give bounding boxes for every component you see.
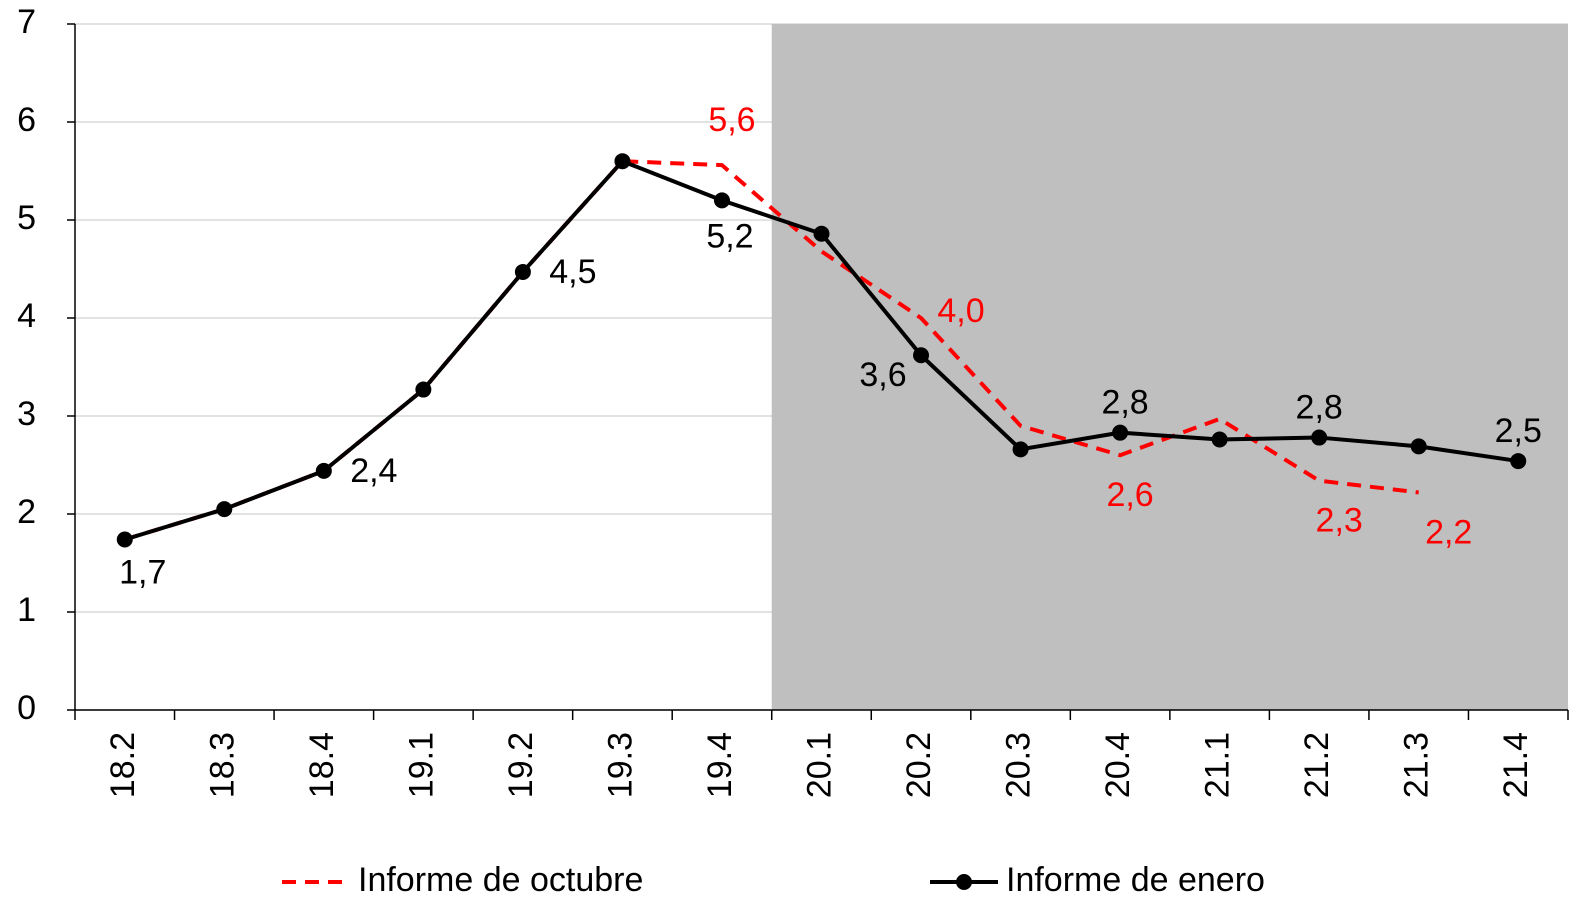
marker <box>1211 431 1228 448</box>
x-tick-label: 20.2 <box>900 732 938 798</box>
data-label: 2,8 <box>1296 389 1343 427</box>
x-tick-label: 18.3 <box>203 732 241 798</box>
x-tick-label: 19.2 <box>502 732 540 798</box>
marker <box>216 501 233 518</box>
y-tick-label: 3 <box>17 395 36 433</box>
marker <box>813 225 830 242</box>
data-label: 5,2 <box>706 217 753 255</box>
data-label: 2,2 <box>1425 513 1472 551</box>
marker <box>1510 453 1527 470</box>
data-label: 4,5 <box>549 253 596 291</box>
data-label: 5,6 <box>708 101 755 139</box>
marker <box>1012 441 1029 458</box>
x-tick-label: 20.1 <box>800 732 838 798</box>
y-tick-label: 7 <box>17 3 36 41</box>
data-label: 2,4 <box>350 452 397 490</box>
x-tick-label: 20.3 <box>1000 732 1038 798</box>
x-tick-label: 21.3 <box>1398 732 1436 798</box>
x-tick-label: 21.4 <box>1497 732 1535 798</box>
x-tick-label: 18.4 <box>303 732 341 798</box>
legend-label: Informe de octubre <box>358 861 643 899</box>
marker <box>415 381 432 398</box>
marker <box>1311 429 1328 446</box>
x-tick-label: 18.2 <box>104 732 142 798</box>
data-label: 3,6 <box>859 356 906 394</box>
data-label: 2,8 <box>1101 384 1148 422</box>
y-tick-label: 6 <box>17 101 36 139</box>
x-tick-label: 19.1 <box>402 732 440 798</box>
data-label: 2,3 <box>1316 502 1363 540</box>
x-tick-label: 20.4 <box>1099 732 1137 798</box>
x-tick-label: 21.1 <box>1199 732 1237 798</box>
marker <box>713 192 730 209</box>
shaded-region <box>771 24 1568 710</box>
x-tick-label: 19.4 <box>701 732 739 798</box>
x-tick-label: 19.3 <box>601 732 639 798</box>
marker <box>116 531 133 548</box>
marker <box>913 347 930 364</box>
data-label: 2,6 <box>1106 476 1153 514</box>
y-tick-label: 2 <box>17 493 36 531</box>
marker <box>514 263 531 280</box>
data-label: 4,0 <box>937 292 984 330</box>
marker <box>315 462 332 479</box>
y-tick-label: 0 <box>17 689 36 727</box>
data-label: 1,7 <box>119 553 166 591</box>
y-tick-label: 5 <box>17 199 36 237</box>
y-tick-label: 1 <box>17 591 36 629</box>
marker <box>614 153 631 170</box>
marker <box>1112 424 1129 441</box>
data-label: 2,5 <box>1495 412 1542 450</box>
marker <box>1410 438 1427 455</box>
legend-marker <box>956 874 972 890</box>
y-tick-label: 4 <box>17 297 36 335</box>
x-tick-label: 21.2 <box>1298 732 1336 798</box>
legend-label: Informe de enero <box>1006 861 1265 899</box>
